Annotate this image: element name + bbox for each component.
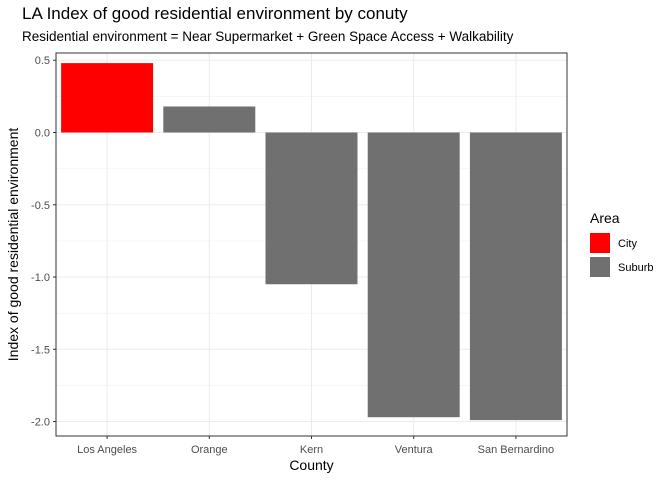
x-tick-label: Los Angeles	[77, 444, 137, 456]
legend: Area City Suburb	[590, 210, 653, 277]
bars	[61, 63, 562, 421]
y-tick-label: 0.0	[35, 127, 50, 139]
chart-title: LA Index of good residential environment…	[22, 4, 408, 23]
x-tick-label: Orange	[191, 444, 228, 456]
bar-los-angeles	[61, 63, 154, 133]
y-axis-label: Index of good residential environment	[5, 128, 21, 362]
y-tick-label: -2.0	[31, 417, 50, 429]
legend-label-city: City	[618, 238, 637, 250]
bar-kern	[265, 132, 358, 285]
x-axis-label: County	[289, 457, 333, 473]
bar-ventura	[367, 132, 460, 418]
x-tick-label: Kern	[300, 444, 323, 456]
y-tick-label: -1.5	[31, 344, 50, 356]
y-tick-label: -0.5	[31, 200, 50, 212]
y-axis-ticks: 0.5 0.0 -0.5 -1.0 -1.5 -2.0	[31, 55, 56, 429]
bar-san-bernardino	[469, 132, 562, 421]
x-axis-ticks: Los Angeles Orange Kern Ventura San Bernardi…	[77, 436, 554, 456]
legend-title: Area	[590, 210, 620, 226]
chart-subtitle: Residential environment = Near Supermark…	[22, 29, 514, 44]
legend-key-suburb	[590, 257, 610, 277]
y-tick-label: 0.5	[35, 55, 50, 67]
x-tick-label: San Bernardino	[478, 444, 554, 456]
x-tick-label: Ventura	[395, 444, 434, 456]
legend-label-suburb: Suburb	[618, 262, 653, 274]
legend-key-city	[590, 233, 610, 253]
y-tick-label: -1.0	[31, 272, 50, 284]
bar-orange	[163, 106, 256, 133]
